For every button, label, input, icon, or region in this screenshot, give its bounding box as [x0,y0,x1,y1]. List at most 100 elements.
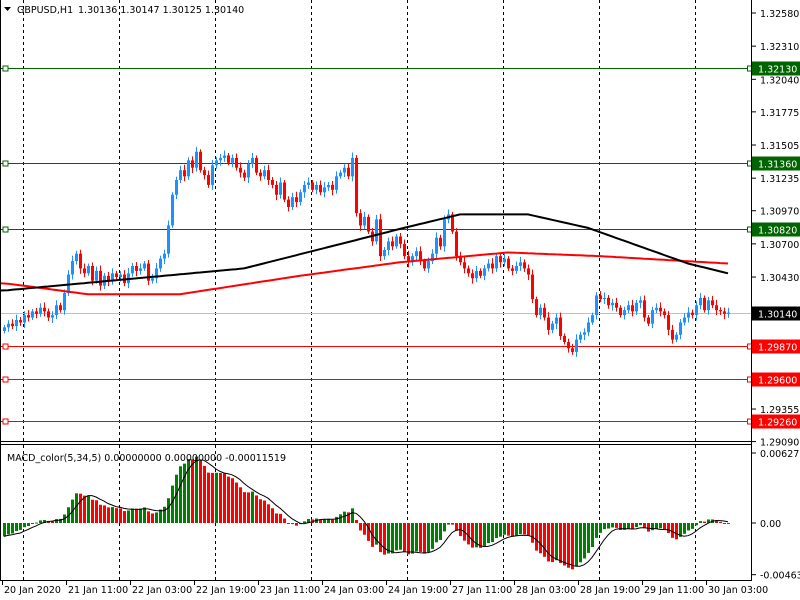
bull-candle [443,219,446,247]
macd-histogram-bar [591,523,594,548]
bear-candle [463,262,466,269]
price-tick-label: 1.29355 [760,405,799,416]
level-handle-icon[interactable] [2,343,9,350]
macd-histogram-bar [623,523,626,530]
level-handle-icon[interactable] [2,226,9,233]
level-handle-icon[interactable] [2,160,9,167]
bull-candle [307,182,310,185]
level-price-label: 1.30820 [758,226,797,237]
macd-histogram-bar [327,518,330,523]
bear-candle [311,182,314,190]
time-axis[interactable]: 20 Jan 2020 21 Jan 11:00 22 Jan 03:00 22 Ja… [2,581,769,596]
bull-candle [195,151,198,168]
macd-histogram-bar [27,523,30,526]
level-price-badge [752,222,800,237]
macd-histogram-bar [691,523,694,529]
bull-candle [175,180,178,195]
bear-candle [467,268,470,274]
bear-candle [451,214,454,232]
macd-histogram-bar [35,522,38,524]
price-tick-label: 1.32040 [760,75,799,86]
bear-candle [319,184,322,193]
macd-histogram-bar [519,523,522,535]
macd-histogram-bar [491,523,494,543]
bull-candle [155,268,158,279]
macd-histogram-bar [199,460,202,523]
bear-candle [491,263,494,269]
level-handle-icon[interactable] [2,418,9,425]
macd-histogram-bar [255,495,258,523]
bull-candle [3,327,6,332]
moving-averages [0,213,729,296]
price-axis[interactable]: 1.32580 1.32310 1.32040 1.31775 1.31505 1.312… [752,9,800,582]
bull-candle [215,160,218,166]
bear-candle [511,268,514,271]
ma-slow-line [0,251,729,296]
bull-candle [299,192,302,203]
bear-candle [643,300,646,318]
macd-histogram-bar [95,500,98,523]
bear-candle [275,184,278,195]
macd-histogram-bar [671,523,674,538]
bull-candle [151,278,154,281]
macd-histogram-bar [159,509,162,523]
bear-candle [83,268,86,274]
bull-candle [71,261,74,275]
macd-title: MACD_color(5,34,5) 0.00000000 0.00000000… [7,453,286,464]
macd-histogram-bar [427,523,430,553]
macd-histogram-bar [391,523,394,554]
level-handle-icon[interactable] [2,376,9,383]
bull-candle [639,300,642,303]
macd-histogram-bar [483,523,486,546]
dropdown-triangle-icon[interactable] [4,7,11,11]
level-price-badge [752,156,800,171]
macd-histogram-bar [183,463,186,523]
grid [23,0,696,580]
bull-candle [699,297,702,306]
bear-candle [235,157,238,168]
macd-histogram-bar [163,506,166,523]
macd-histogram-bar [663,523,666,530]
bear-candle [439,237,442,247]
bull-candle [503,258,506,263]
bull-candle [651,310,654,324]
horizontal-levels[interactable] [0,65,753,425]
bull-candle [363,216,366,226]
macd-histogram-bar [631,523,634,530]
macd-histogram-bar [511,523,514,537]
macd-histogram-bar [383,523,386,555]
level-handle-icon[interactable] [2,65,9,72]
macd-histogram-bar [611,523,614,528]
bear-candle [199,151,202,171]
macd-histogram-bar [175,474,178,523]
macd-histogram-bar [83,495,86,523]
bull-candle [655,307,658,311]
bull-candle [623,310,626,316]
macd-histogram-bar [423,523,426,554]
bear-candle [647,317,650,324]
bear-candle [703,297,706,311]
time-tick-label: 29 Jan 11:00 [644,585,704,596]
macd-histogram-bar [659,523,662,529]
bull-candle [539,307,542,316]
bull-candle [223,155,226,158]
bear-candle [691,312,694,316]
bull-candle [395,236,398,247]
macd-histogram-bar [475,523,478,548]
macd-histogram-bar [515,523,518,536]
bear-candle [471,273,474,279]
macd-histogram-bar [107,507,110,523]
macd-histogram-bar [723,523,726,524]
bull-candle [611,302,614,306]
bull-candle [483,268,486,276]
macd-histogram-bar [703,521,706,523]
macd-histogram-bar [599,523,602,533]
bull-candle [263,170,266,177]
bull-candle [291,197,294,208]
macd-histogram-bar [243,492,246,523]
bull-candle [187,160,190,177]
macd-histogram-bar [207,472,210,523]
price-tick-label: 1.30970 [760,207,799,218]
macd-histogram-bar [267,504,270,523]
